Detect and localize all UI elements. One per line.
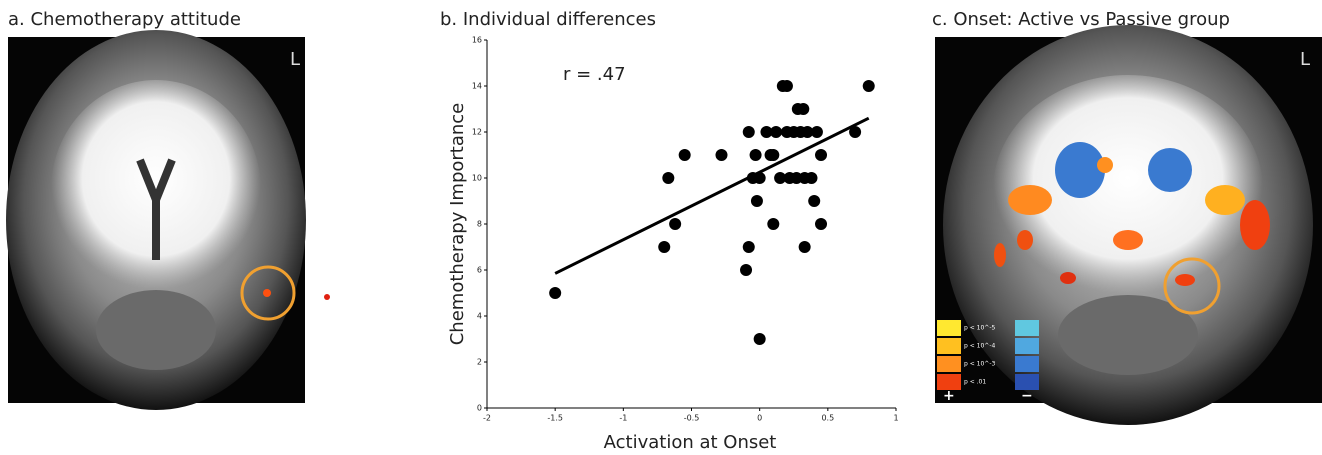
y-tick-label: 16 <box>472 36 482 45</box>
panel-title: a. Chemotherapy attitude <box>8 9 241 30</box>
brainstem <box>96 290 216 370</box>
y-axis-label: Chemotherapy Importance <box>447 103 468 346</box>
y-tick-label: 8 <box>477 220 482 229</box>
data-point <box>815 149 828 161</box>
data-point <box>774 172 787 184</box>
data-point <box>753 172 766 184</box>
x-tick-label: 0.5 <box>821 414 834 423</box>
data-point <box>810 126 823 138</box>
annotation: r = .47 <box>563 64 626 85</box>
activation <box>1113 230 1143 250</box>
legend-swatch <box>1015 338 1039 354</box>
orientation-label: L <box>290 49 300 70</box>
data-point <box>669 218 682 230</box>
white-matter <box>993 75 1263 305</box>
legend-label: p < .01 <box>964 379 986 386</box>
data-point <box>798 241 811 253</box>
activation <box>1097 157 1113 173</box>
scatter-chart: b. Individual differences r = .47 Activa… <box>440 9 899 453</box>
data-point <box>849 126 862 138</box>
x-tick-label: -1 <box>619 414 627 423</box>
y-tick-label: 10 <box>472 174 482 183</box>
legend-swatch <box>937 320 961 336</box>
y-tick-label: 0 <box>477 404 482 413</box>
data-point <box>808 195 821 207</box>
data-point <box>750 195 763 207</box>
y-tick-label: 6 <box>477 266 482 275</box>
activation <box>1148 148 1192 192</box>
y-tick-label: 2 <box>477 358 482 367</box>
ventricles <box>136 158 176 260</box>
data-point <box>662 172 675 184</box>
fit-line <box>554 116 870 275</box>
x-axis-label: Activation at Onset <box>604 432 777 453</box>
legend-swatch <box>1015 356 1039 372</box>
activation <box>1017 230 1033 250</box>
panel-title: c. Onset: Active vs Passive group <box>932 9 1230 30</box>
data-point <box>760 126 773 138</box>
data-point <box>797 103 810 115</box>
sign-label: − <box>1021 388 1033 404</box>
data-point <box>805 172 818 184</box>
legend-swatch <box>937 374 961 390</box>
data-point <box>770 126 783 138</box>
x-tick-label: -0.5 <box>684 414 700 423</box>
activation <box>263 289 271 297</box>
data-point <box>767 149 780 161</box>
activation <box>1055 142 1105 198</box>
highlight-circle <box>240 265 296 321</box>
data-point <box>742 126 755 138</box>
brainstem <box>1058 295 1198 375</box>
data-point <box>742 241 755 253</box>
legend-swatch <box>1015 374 1039 390</box>
data-point <box>658 241 671 253</box>
legend-label: p < 10^-5 <box>964 325 995 332</box>
activation <box>1240 200 1270 250</box>
legend-label: p < 10^-4 <box>964 343 995 350</box>
orientation-label: L <box>1300 49 1310 70</box>
data-point <box>767 218 780 230</box>
panel-a: a. Chemotherapy attitude L <box>6 9 330 410</box>
legend-swatch <box>937 356 961 372</box>
y-tick-label: 4 <box>477 312 482 321</box>
panel-c: c. Onset: Active vs Passive group L p < … <box>932 9 1322 425</box>
chart-title: b. Individual differences <box>440 9 656 30</box>
activation <box>1175 274 1195 286</box>
y-tick-label: 14 <box>472 82 482 91</box>
highlight-circle <box>1163 257 1221 315</box>
data-point <box>715 149 728 161</box>
activation <box>1205 185 1245 215</box>
activation <box>1060 272 1076 284</box>
data-point <box>740 264 753 276</box>
data-point <box>815 218 828 230</box>
x-tick-label: 1 <box>893 414 898 423</box>
y-tick-label: 12 <box>472 128 482 137</box>
data-point <box>749 149 762 161</box>
x-tick-label: 0 <box>757 414 762 423</box>
x-tick-label: -1.5 <box>547 414 563 423</box>
legend-label: p < 10^-3 <box>964 361 995 368</box>
data-point <box>549 287 562 299</box>
activation <box>1008 185 1052 215</box>
data-point <box>753 333 766 345</box>
legend-swatch <box>937 338 961 354</box>
data-point <box>801 126 814 138</box>
activation <box>324 294 330 300</box>
data-point <box>780 80 793 92</box>
data-point <box>862 80 875 92</box>
sign-label: + <box>943 388 955 404</box>
activation <box>994 243 1006 267</box>
data-point <box>678 149 691 161</box>
x-tick-label: -2 <box>483 414 491 423</box>
significance-legend: p < 10^-5 p < 10^-4 p < 10^-3 p < .01 + … <box>937 320 1039 404</box>
legend-swatch <box>1015 320 1039 336</box>
